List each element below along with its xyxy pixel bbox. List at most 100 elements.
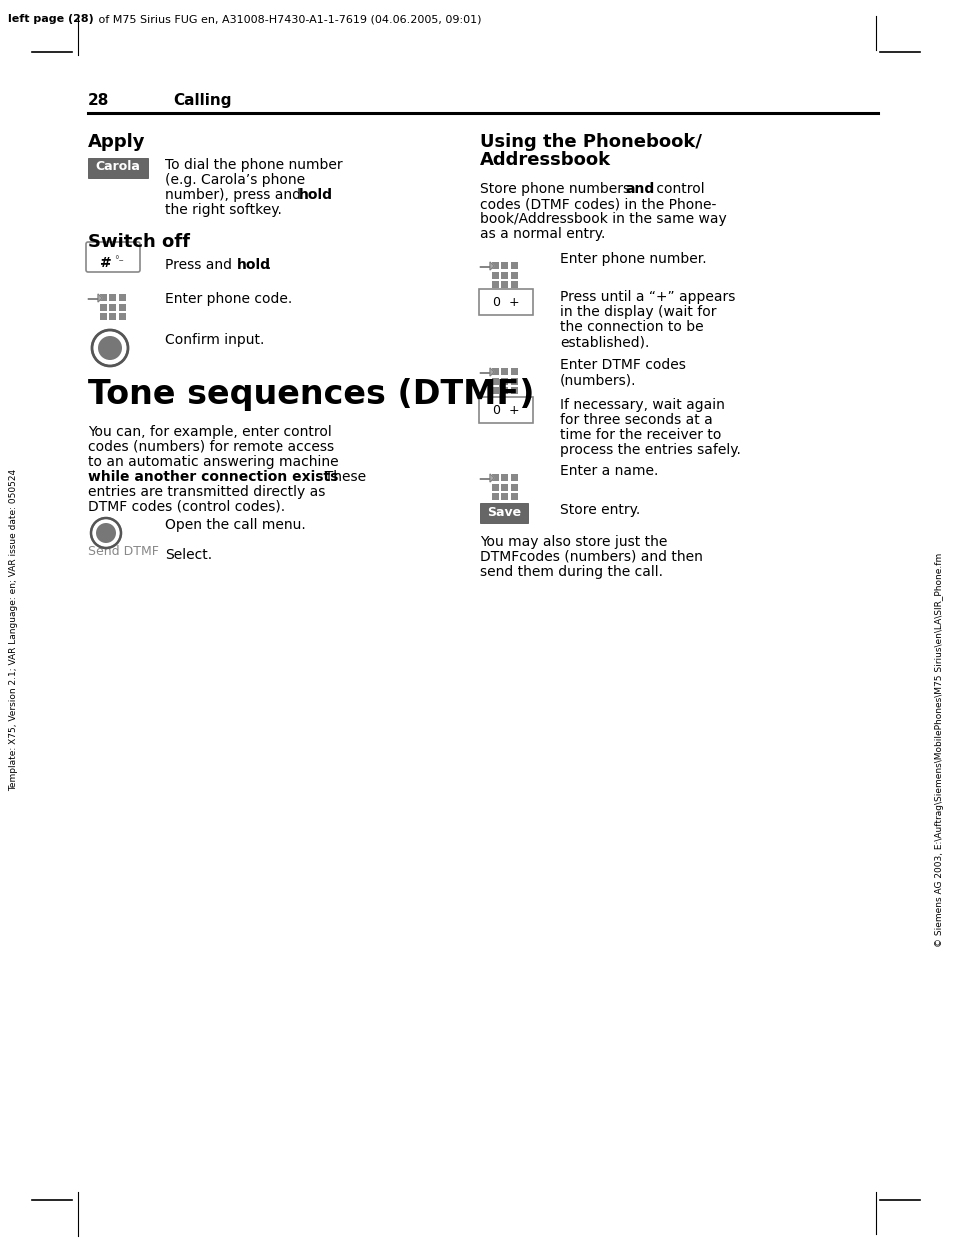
Bar: [501, 388, 508, 394]
Text: send them during the call.: send them during the call.: [479, 564, 662, 579]
Bar: [511, 272, 517, 279]
Text: To dial the phone number: To dial the phone number: [165, 158, 342, 172]
Text: #: #: [100, 255, 112, 270]
FancyBboxPatch shape: [88, 158, 148, 178]
Text: If necessary, wait again: If necessary, wait again: [559, 397, 724, 412]
Text: while another connection exists: while another connection exists: [88, 470, 338, 483]
Polygon shape: [479, 262, 494, 270]
Text: Store phone numbers: Store phone numbers: [479, 182, 634, 196]
Circle shape: [91, 518, 121, 548]
Bar: [511, 262, 517, 269]
Text: DTMFcodes (numbers) and then: DTMFcodes (numbers) and then: [479, 549, 702, 564]
Text: Switch off: Switch off: [88, 233, 190, 250]
Text: to an automatic answering machine: to an automatic answering machine: [88, 455, 338, 468]
Polygon shape: [88, 294, 102, 302]
Text: in the display (wait for: in the display (wait for: [559, 305, 716, 319]
Text: Carola: Carola: [95, 161, 140, 173]
Bar: [501, 262, 508, 269]
Text: (numbers).: (numbers).: [559, 373, 636, 388]
Bar: [511, 483, 517, 491]
Text: DTMF codes (control codes).: DTMF codes (control codes).: [88, 500, 285, 515]
Bar: [100, 294, 107, 302]
Text: time for the receiver to: time for the receiver to: [559, 427, 720, 442]
Bar: [511, 493, 517, 500]
Text: Using the Phonebook/: Using the Phonebook/: [479, 133, 701, 151]
FancyBboxPatch shape: [478, 397, 533, 422]
Text: Tone sequences (DTMF): Tone sequences (DTMF): [88, 378, 534, 411]
Text: You can, for example, enter control: You can, for example, enter control: [88, 425, 332, 439]
FancyBboxPatch shape: [478, 289, 533, 315]
Text: You may also store just the: You may also store just the: [479, 535, 667, 549]
Circle shape: [96, 523, 116, 543]
Bar: [501, 378, 508, 385]
Text: the connection to be: the connection to be: [559, 320, 703, 334]
Circle shape: [91, 330, 128, 366]
Bar: [492, 388, 498, 394]
Bar: [501, 483, 508, 491]
Polygon shape: [479, 473, 494, 482]
Text: © Siemens AG 2003, E:\Auftrag\Siemens\MobilePhones\M75 Sirius\en\LA\SIR_Phone.fm: © Siemens AG 2003, E:\Auftrag\Siemens\Mo…: [935, 553, 943, 947]
Bar: [100, 313, 107, 320]
Text: Save: Save: [486, 507, 520, 520]
Bar: [511, 388, 517, 394]
Bar: [511, 378, 517, 385]
Text: hold: hold: [298, 188, 333, 202]
Text: as a normal entry.: as a normal entry.: [479, 227, 605, 240]
Bar: [492, 368, 498, 375]
Text: Send DTMF: Send DTMF: [88, 545, 159, 558]
Bar: [119, 313, 126, 320]
Text: . These: . These: [315, 470, 366, 483]
Text: Press and: Press and: [165, 258, 236, 272]
Bar: [501, 368, 508, 375]
Text: codes (numbers) for remote access: codes (numbers) for remote access: [88, 440, 334, 454]
Bar: [501, 473, 508, 481]
Text: °–: °–: [113, 255, 124, 265]
Bar: [511, 282, 517, 288]
Text: Enter DTMF codes: Enter DTMF codes: [559, 358, 685, 373]
Bar: [511, 473, 517, 481]
Text: Select.: Select.: [165, 548, 212, 562]
Bar: [492, 282, 498, 288]
Bar: [119, 304, 126, 310]
Text: 0  +: 0 +: [492, 405, 518, 417]
Text: Template: X75, Version 2.1; VAR Language: en; VAR issue date: 050524: Template: X75, Version 2.1; VAR Language…: [10, 468, 18, 791]
Text: entries are transmitted directly as: entries are transmitted directly as: [88, 485, 325, 498]
Text: for three seconds at a: for three seconds at a: [559, 412, 712, 427]
Text: Apply: Apply: [88, 133, 146, 151]
Text: process the entries safely.: process the entries safely.: [559, 444, 740, 457]
Text: codes (DTMF codes) in the Phone-: codes (DTMF codes) in the Phone-: [479, 197, 716, 211]
Text: (e.g. Carola’s phone: (e.g. Carola’s phone: [165, 173, 305, 187]
Circle shape: [98, 336, 122, 360]
Bar: [492, 378, 498, 385]
Text: Store entry.: Store entry.: [559, 503, 639, 517]
Bar: [492, 262, 498, 269]
Text: Enter a name.: Enter a name.: [559, 464, 658, 478]
Bar: [511, 368, 517, 375]
Bar: [492, 483, 498, 491]
Text: Enter phone number.: Enter phone number.: [559, 252, 706, 265]
Text: Enter phone code.: Enter phone code.: [165, 292, 292, 307]
Bar: [492, 272, 498, 279]
FancyBboxPatch shape: [86, 242, 140, 272]
Text: 0  +: 0 +: [492, 297, 518, 309]
Bar: [100, 304, 107, 310]
Text: control: control: [651, 182, 704, 196]
Text: 28: 28: [88, 93, 110, 108]
Bar: [110, 304, 116, 310]
Text: .: .: [267, 258, 271, 272]
Bar: [119, 294, 126, 302]
Bar: [501, 272, 508, 279]
Text: Press until a “+” appears: Press until a “+” appears: [559, 290, 735, 304]
Text: book/Addressbook in the same way: book/Addressbook in the same way: [479, 212, 726, 226]
Text: hold: hold: [236, 258, 271, 272]
Polygon shape: [479, 368, 494, 376]
Bar: [110, 313, 116, 320]
Text: Confirm input.: Confirm input.: [165, 333, 264, 346]
Bar: [492, 473, 498, 481]
FancyBboxPatch shape: [479, 503, 527, 523]
Text: established).: established).: [559, 335, 649, 349]
Text: and: and: [624, 182, 654, 196]
Text: number), press and: number), press and: [165, 188, 305, 202]
Text: Addressbook: Addressbook: [479, 151, 611, 169]
Bar: [501, 493, 508, 500]
